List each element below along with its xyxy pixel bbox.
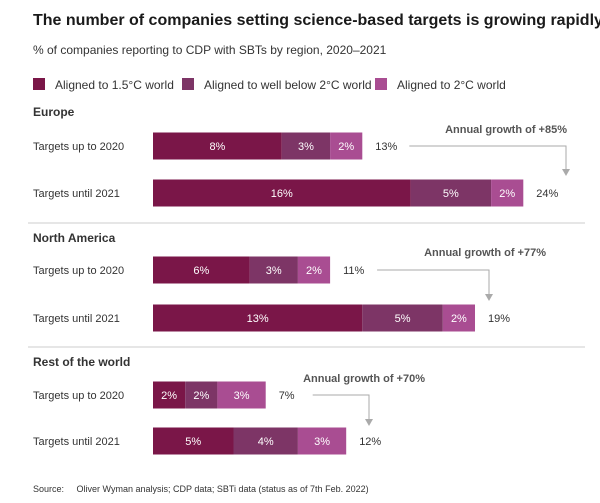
segment-value-label: 3% (234, 390, 250, 402)
bar-segment (297, 427, 347, 455)
bar-segment (491, 179, 524, 207)
segment-value-label: 2% (499, 188, 515, 200)
segment-value-label: 5% (443, 188, 459, 200)
bar-segment (297, 256, 331, 284)
bar-total-label: 24% (536, 188, 558, 200)
growth-connector-line (377, 269, 490, 295)
bar-category-label: Targets until 2021 (33, 188, 120, 200)
bar-segment (362, 304, 443, 332)
bar-segment (410, 179, 492, 207)
segment-value-label: 8% (209, 141, 225, 153)
bar-segment (185, 381, 218, 409)
growth-connector-line (312, 394, 370, 420)
segment-value-label: 4% (258, 436, 274, 448)
bar-segment (249, 256, 298, 284)
legend-label-2: Aligned to well below 2°C world (204, 78, 372, 92)
growth-annotation: Annual growth of +85% (445, 124, 567, 136)
segment-value-label: 3% (266, 265, 282, 277)
segment-value-label: 3% (298, 141, 314, 153)
growth-arrowhead (562, 169, 570, 176)
growth-arrowhead (485, 294, 493, 301)
legend-swatch-2 (182, 78, 194, 90)
legend-swatch-3 (375, 78, 387, 90)
bar-segment (330, 132, 363, 160)
segment-value-label: 2% (193, 390, 209, 402)
bar-segment (153, 256, 250, 284)
region-heading: Europe (33, 105, 75, 119)
growth-annotation: Annual growth of +70% (303, 373, 425, 385)
segment-value-label: 2% (451, 313, 467, 325)
source-text: Oliver Wyman analysis; CDP data; SBTi da… (76, 484, 369, 494)
chart-title: The number of companies setting science-… (33, 12, 600, 29)
bar-segment (442, 304, 475, 332)
bar-segment (153, 179, 411, 207)
bar-category-label: Targets until 2021 (33, 436, 120, 448)
bar-segment (217, 381, 266, 409)
growth-arrowhead (365, 419, 373, 426)
source-label: Source: (33, 484, 65, 494)
legend-swatch-1 (33, 78, 45, 90)
bar-category-label: Targets up to 2020 (33, 390, 124, 402)
legend-label-3: Aligned to 2°C world (397, 78, 506, 92)
region-heading: North America (33, 231, 116, 245)
chart-subtitle: % of companies reporting to CDP with SBT… (33, 43, 387, 57)
bar-category-label: Targets up to 2020 (33, 141, 124, 153)
bar-total-label: 11% (343, 265, 364, 277)
segment-value-label: 3% (314, 436, 330, 448)
bar-total-label: 12% (359, 436, 381, 448)
bar-segment (153, 304, 363, 332)
stacked-bar-chart: Aligned to 1.5°C world Aligned to well be… (28, 78, 585, 455)
bar-segment (153, 381, 186, 409)
segment-value-label: 13% (247, 313, 269, 325)
bar-segment (153, 427, 234, 455)
source-note: Source: Oliver Wyman analysis; CDP data;… (33, 484, 369, 494)
segment-value-label: 6% (193, 265, 209, 277)
bar-segment (281, 132, 331, 160)
segment-value-label: 16% (271, 188, 293, 200)
region-heading: Rest of the world (33, 355, 130, 369)
segment-value-label: 5% (185, 436, 201, 448)
bar-category-label: Targets until 2021 (33, 313, 120, 325)
growth-annotation: Annual growth of +77% (424, 247, 546, 259)
bar-segment (233, 427, 298, 455)
segment-value-label: 2% (338, 141, 354, 153)
bar-total-label: 7% (279, 390, 295, 402)
bar-total-label: 13% (375, 141, 397, 153)
bar-total-label: 19% (488, 313, 510, 325)
growth-connector-line (409, 145, 567, 170)
bar-segment (153, 132, 282, 160)
segment-value-label: 2% (306, 265, 322, 277)
segment-value-label: 2% (161, 390, 177, 402)
segment-value-label: 5% (395, 313, 411, 325)
bar-category-label: Targets up to 2020 (33, 265, 124, 277)
legend-label-1: Aligned to 1.5°C world (55, 78, 174, 92)
